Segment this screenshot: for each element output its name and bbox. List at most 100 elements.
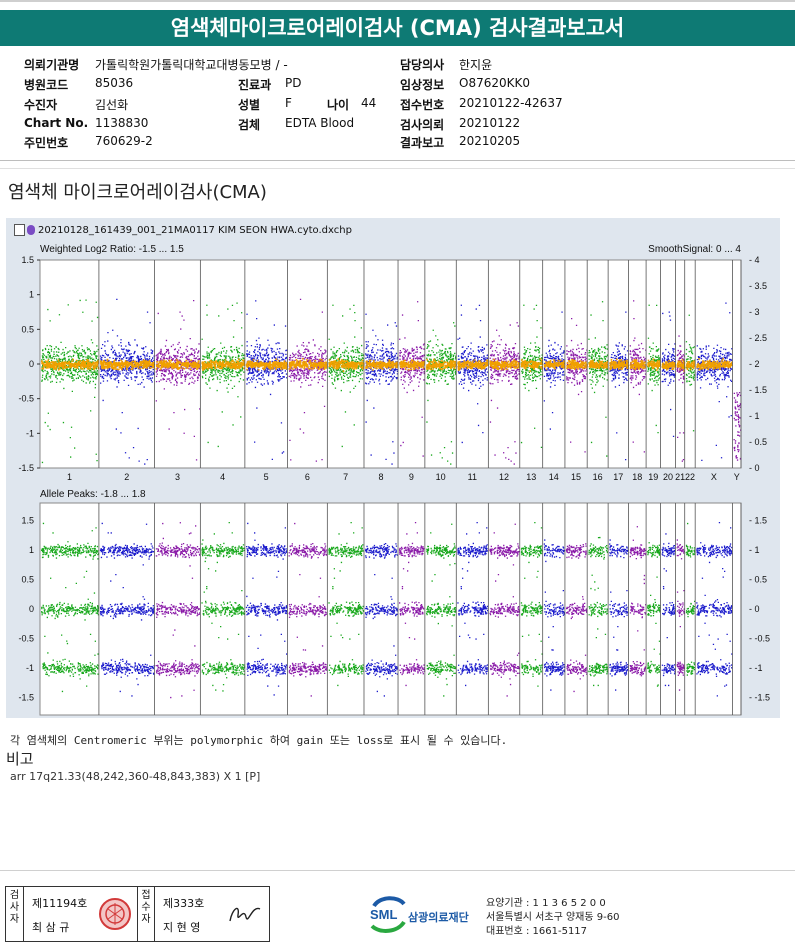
chromosome-label-11: 11 (468, 472, 477, 482)
top-right-tick-label: - 2.5 (749, 333, 767, 343)
chart-no-label: Chart No. (24, 116, 89, 130)
allele-peak-points-chr-2 (99, 522, 155, 697)
top-right-tick-label: - 2 (749, 359, 760, 369)
log2-ratio-points-chr-18 (629, 300, 647, 453)
log2-ratio-points-chr-5 (246, 300, 288, 460)
smooth-signal-chr-7 (328, 358, 365, 372)
top-y-tick-label: -1 (26, 428, 34, 438)
bottom-right-tick-label: - -1.5 (749, 692, 770, 702)
allele-peak-points-chr-10 (426, 523, 457, 697)
log2-ratio-points-chr-17 (609, 311, 629, 461)
org-location: 서울특별시 서초구 양재동 9-60 (486, 912, 620, 923)
chromosome-label-8: 8 (379, 472, 384, 482)
chromosome-label-18: 18 (632, 472, 642, 482)
chromosome-label-10: 10 (436, 472, 446, 482)
section-heading: 염색체 마이크로어레이검사(CMA) (8, 182, 267, 203)
specimen-value: EDTA Blood (285, 116, 355, 130)
clinical-label: 임상정보 (400, 78, 445, 92)
chromosome-label-7: 7 (343, 472, 348, 482)
smooth-signal-chr-20 (661, 359, 677, 371)
allele-peak-points-chr-X (696, 522, 733, 697)
top-y-tick-label: 0.5 (21, 324, 34, 334)
chromosome-label-13: 13 (526, 472, 536, 482)
dept-value: PD (285, 76, 302, 90)
log2-ratio-points-chr-4 (201, 302, 245, 448)
smooth-signal-chr-8 (365, 359, 399, 371)
footer: 검사자 제11194호 최 삼 규 접수자 제333호 지 현 영 SML 삼광… (0, 880, 795, 952)
top-y-tick-label: 1 (29, 290, 34, 300)
smooth-signal-chr-2 (100, 358, 156, 371)
log2-ratio-points-chr-14 (543, 311, 565, 430)
bottom-y-tick-label: -1.5 (18, 692, 34, 702)
smooth-signal-chr-3 (155, 359, 201, 371)
bottom-y-tick-label: 1.5 (21, 516, 34, 526)
log2-ratio-points-chr-22 (685, 314, 696, 432)
top-right-tick-label: - 1 (749, 411, 760, 421)
seal-icon (99, 898, 131, 930)
report-value: 20210205 (459, 134, 521, 148)
age-label: 나이 (327, 98, 350, 112)
allele-peak-points-chr-20 (661, 533, 676, 687)
footer-divider (0, 870, 795, 871)
chromosome-label-12: 12 (499, 472, 509, 482)
smooth-signal-chr-16 (588, 359, 609, 369)
top-y-tick-label: -1.5 (18, 463, 34, 473)
marker-icon (27, 225, 35, 235)
inspector-name: 최 삼 규 (32, 921, 70, 934)
specimen-label: 검체 (238, 118, 261, 132)
centromere-note: 각 염색체의 Centromeric 부위는 polymorphic 하여 ga… (10, 734, 508, 747)
report-title: 염색체마이크로어레이검사 (CMA) 검사결과보고서 (0, 10, 795, 46)
report-label: 결과보고 (400, 136, 445, 150)
sml-logo-icon: SML (370, 896, 406, 933)
chromosome-label-6: 6 (305, 472, 310, 482)
smooth-signal-chr-5 (245, 358, 288, 371)
org-phone: 대표번호 : 1661-5117 (486, 926, 588, 937)
doctor-label: 담당의사 (400, 58, 445, 72)
top-right-tick-label: - 0.5 (749, 437, 767, 447)
bottom-plot-title: Allele Peaks: -1.8 ... 1.8 (40, 489, 146, 500)
top-y-tick-label: 0 (29, 359, 34, 369)
top-y-tick-label: -0.5 (18, 394, 34, 404)
bottom-plot-area (39, 502, 742, 716)
top-right-tick-label: - 1.5 (749, 385, 767, 395)
chromosome-label-21: 21 (675, 472, 685, 482)
top-plot-title: Weighted Log2 Ratio: -1.5 ... 1.5 (40, 244, 184, 255)
cma-chart: Weighted Log2 Ratio: -1.5 ... 1.5 SmoothS… (18, 244, 770, 716)
chromosome-label-17: 17 (613, 472, 623, 482)
top-plot-right-title: SmoothSignal: 0 ... 4 (648, 244, 741, 255)
hospital-code-label: 병원코드 (24, 78, 69, 92)
smooth-signal-chr-10 (426, 358, 457, 371)
log2-ratio-points-chr-20 (661, 311, 676, 437)
smooth-signal-chr-21 (676, 359, 686, 372)
signature-icon (229, 907, 261, 922)
org-address: 요양기관 : 1 1 3 6 5 2 0 0 서울특별시 서초구 양재동 9-6… (486, 897, 619, 939)
bottom-right-tick-label: - 0.5 (749, 575, 767, 585)
id-value: 760629-2 (95, 134, 153, 148)
receipt-value: 20210122-42637 (459, 96, 563, 110)
inspector-number: 제11194호 (32, 897, 88, 910)
allele-peak-points-chr-13 (520, 522, 543, 687)
smooth-signal-chr-11 (457, 359, 489, 371)
chromosome-label-1: 1 (67, 472, 72, 482)
log2-ratio-points-chr-Y (733, 392, 742, 461)
bottom-right-tick-label: - 1 (749, 545, 760, 555)
bottom-y-tick-label: -1 (26, 663, 34, 673)
chromosome-label-2: 2 (124, 472, 129, 482)
allele-peak-points-chr-4 (201, 522, 246, 692)
chromosome-label-4: 4 (220, 472, 225, 482)
reviewer-name: 지 현 영 (163, 921, 201, 934)
bottom-y-tick-label: 1 (29, 545, 34, 555)
log2-ratio-points-chr-1 (41, 299, 99, 464)
chromosome-label-9: 9 (409, 472, 414, 482)
divider-1 (0, 160, 795, 161)
allele-peak-points-chr-7 (328, 522, 365, 687)
chromosome-label-X: X (711, 472, 717, 482)
smooth-signal-chr-13 (520, 358, 544, 372)
log2-ratio-points-chr-16 (588, 301, 609, 457)
bottom-y-tick-label: 0.5 (21, 575, 34, 585)
smooth-signal-chr-6 (288, 358, 328, 370)
allele-peak-points-chr-9 (399, 522, 426, 687)
log2-ratio-points-chr-12 (489, 322, 520, 465)
bottom-right-tick-label: - 0 (749, 604, 760, 614)
receipt-label: 접수번호 (400, 98, 445, 112)
